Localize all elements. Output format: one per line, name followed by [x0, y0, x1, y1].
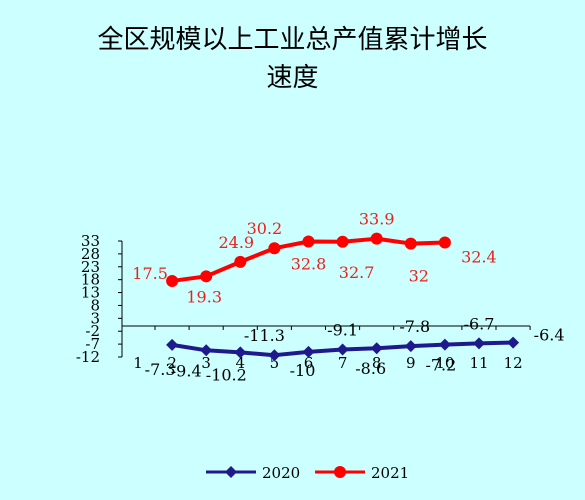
data-label-2020: -7.3 — [145, 360, 176, 379]
data-point-2020 — [268, 349, 281, 362]
data-label-2020: -7.8 — [399, 317, 430, 336]
data-point-2020 — [473, 337, 485, 350]
data-label-2020: -9.4 — [171, 361, 202, 380]
data-point-2021 — [404, 237, 417, 250]
y-tick-label: 28 — [81, 245, 100, 263]
data-label-2021: 32.7 — [339, 263, 375, 282]
data-point-2021 — [166, 274, 179, 287]
x-tick-label: 10 — [435, 354, 454, 372]
legend-marker-2020 — [225, 466, 237, 478]
x-tick-label: 3 — [201, 354, 211, 372]
data-point-2020 — [370, 342, 383, 355]
x-tick-label: 4 — [236, 354, 246, 372]
data-point-2020 — [302, 345, 315, 358]
data-label-2021: 17.5 — [132, 264, 168, 283]
data-point-2020 — [234, 346, 247, 359]
data-point-2021 — [438, 236, 451, 249]
data-label-2021: 32.4 — [461, 248, 497, 267]
data-label-2021: 19.3 — [186, 287, 222, 306]
x-tick-label: 9 — [406, 354, 416, 372]
y-tick-label: 23 — [81, 258, 100, 276]
x-tick-label: 12 — [504, 354, 523, 372]
data-label-2020: -9.1 — [327, 321, 358, 340]
y-tick-label: -2 — [85, 322, 100, 340]
data-label-2021: 30.2 — [247, 219, 283, 238]
data-point-2021 — [336, 235, 349, 248]
x-tick-label: 6 — [304, 354, 314, 372]
data-point-2020 — [404, 340, 417, 353]
legend-label-2020: 2020 — [262, 464, 300, 482]
y-tick-label: 18 — [81, 271, 100, 289]
y-tick-label: 33 — [81, 232, 100, 250]
data-label-2021: 24.9 — [218, 233, 254, 252]
data-point-2021 — [302, 235, 315, 248]
y-tick-label: 13 — [81, 284, 100, 302]
data-label-2021: 32 — [409, 267, 429, 286]
data-label-2020: -10 — [290, 361, 316, 380]
x-tick-label: 2 — [167, 354, 177, 372]
data-point-2020 — [166, 338, 179, 351]
data-point-2021 — [200, 270, 213, 283]
data-point-2020 — [438, 338, 451, 351]
x-tick-label: 11 — [469, 354, 488, 372]
data-point-2021 — [268, 242, 281, 255]
y-tick-label: 8 — [90, 296, 100, 314]
data-point-2021 — [370, 232, 383, 245]
y-tick-label: 3 — [90, 309, 100, 327]
data-point-2020 — [200, 344, 213, 357]
x-tick-label: 8 — [372, 354, 382, 372]
data-label-2020: -6.7 — [464, 314, 495, 333]
data-label-2021: 33.9 — [359, 210, 395, 229]
data-label-2020: -11.3 — [244, 326, 285, 345]
chart-title-line-1: 全区规模以上工业总产值累计增长 — [97, 25, 488, 55]
data-point-2021 — [234, 255, 247, 268]
data-point-2020 — [336, 343, 349, 356]
data-label-2020: -8.6 — [355, 359, 386, 378]
data-label-2020: -7.2 — [425, 356, 456, 375]
y-tick-label: -7 — [85, 335, 100, 353]
chart-title-line-2: 速度 — [266, 63, 319, 93]
legend-label-2021: 2021 — [371, 464, 409, 482]
x-tick-label: 5 — [270, 354, 280, 372]
legend-marker-2021 — [334, 466, 346, 478]
y-tick-label: -12 — [76, 348, 100, 366]
data-label-2021: 32.8 — [291, 255, 327, 274]
x-tick-label: 7 — [338, 354, 348, 372]
data-label-2020: -10.2 — [206, 365, 247, 384]
data-point-2020 — [507, 336, 520, 349]
data-label-2020: -6.4 — [534, 326, 565, 345]
x-tick-label: 1 — [133, 354, 143, 372]
